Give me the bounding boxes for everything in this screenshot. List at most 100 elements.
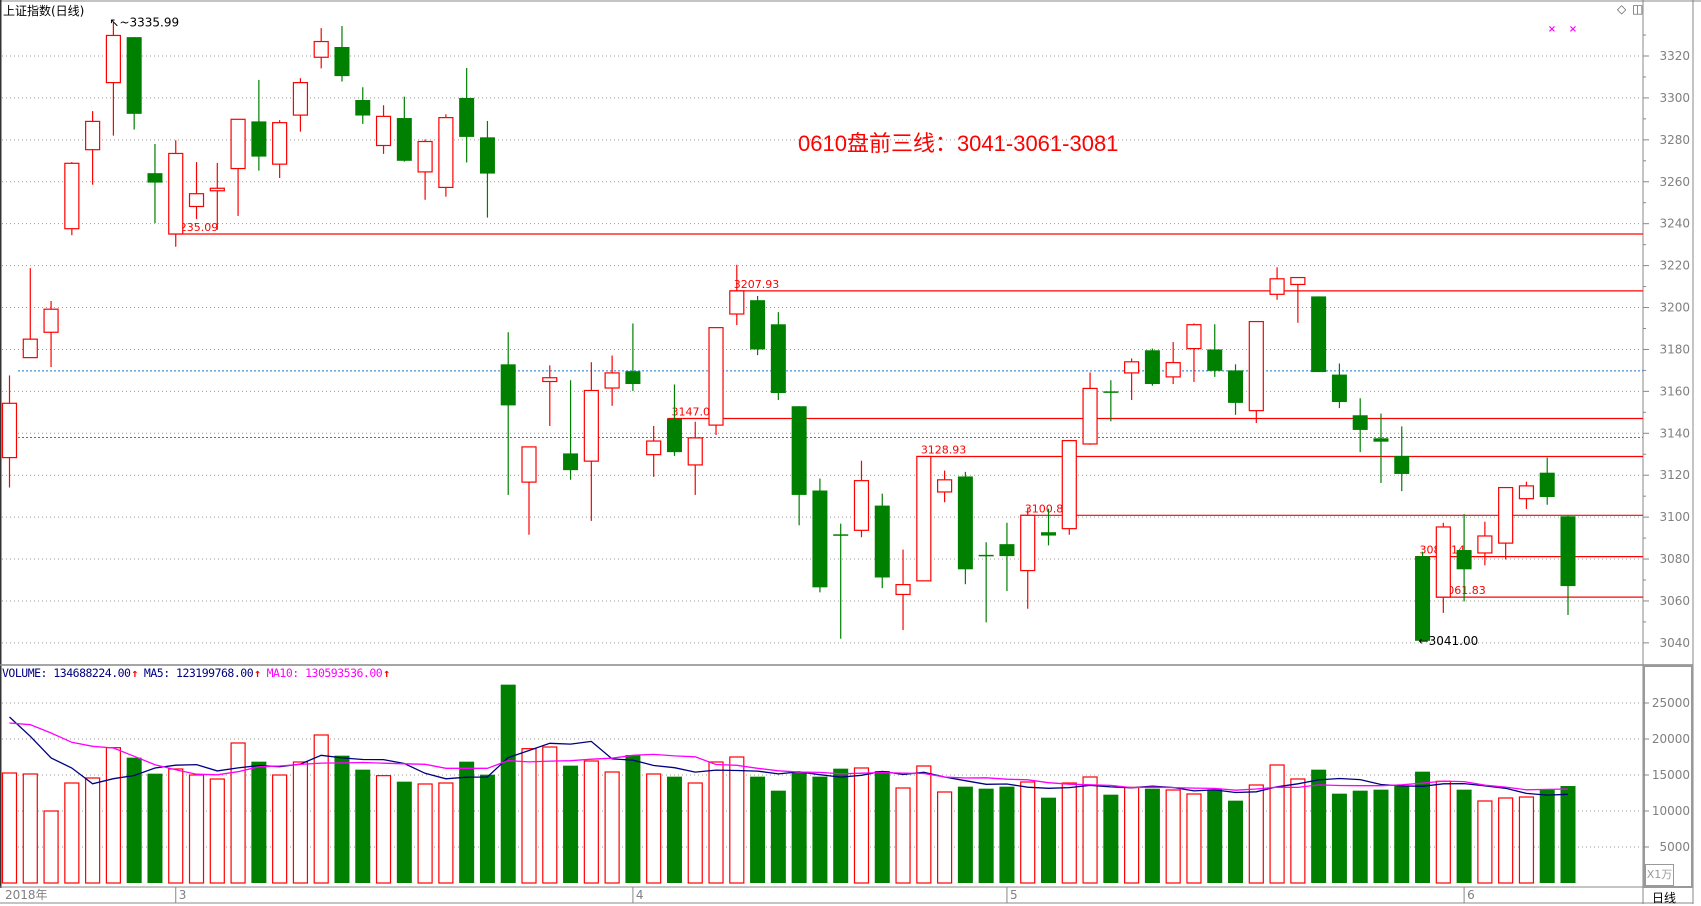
candle-body bbox=[1331, 374, 1347, 403]
candle bbox=[313, 28, 329, 69]
candle-body bbox=[147, 173, 163, 183]
candle bbox=[1560, 515, 1576, 616]
volume-bar bbox=[479, 774, 495, 883]
candle bbox=[1394, 426, 1410, 492]
volume-bar bbox=[1061, 782, 1077, 884]
candle-body bbox=[1228, 370, 1244, 403]
candle bbox=[1144, 348, 1160, 386]
candle-body bbox=[1311, 296, 1327, 373]
volume-bar bbox=[1186, 793, 1202, 884]
volume-bar bbox=[313, 734, 329, 884]
candle-body bbox=[438, 117, 454, 189]
volume-bar bbox=[812, 776, 828, 883]
volume-bar bbox=[646, 773, 662, 884]
volume-bar bbox=[874, 770, 890, 883]
volume-bar bbox=[438, 782, 454, 884]
volume-bar bbox=[542, 746, 558, 884]
volume-bar bbox=[500, 684, 516, 883]
volume-bar bbox=[1498, 797, 1514, 884]
candle bbox=[978, 542, 994, 623]
price-tick-label: 3300 bbox=[1659, 91, 1690, 105]
volume-bar bbox=[687, 782, 703, 884]
volume-bar bbox=[1082, 776, 1098, 884]
candle bbox=[209, 162, 225, 230]
magenta-x-marker: × bbox=[1569, 24, 1577, 35]
candle-body bbox=[999, 544, 1015, 557]
candle-body bbox=[1124, 361, 1140, 374]
volume-bar bbox=[978, 788, 994, 883]
diamond-icon[interactable]: ◇ bbox=[1617, 2, 1627, 16]
period-label[interactable]: 日线 bbox=[1652, 891, 1677, 905]
candle-body bbox=[1290, 276, 1306, 286]
candle-body bbox=[126, 37, 142, 114]
candle-body bbox=[521, 446, 537, 483]
volume-bar bbox=[1290, 778, 1306, 884]
candle-body bbox=[1186, 324, 1202, 350]
volume-header: VOLUME: 134688224.00↑ MA5: 123199768.00↑ M… bbox=[2, 666, 396, 680]
candle-body bbox=[1415, 556, 1431, 641]
candle bbox=[853, 460, 870, 538]
candle-body bbox=[833, 534, 849, 536]
candle-body bbox=[936, 479, 953, 493]
volume-bar bbox=[1248, 784, 1264, 884]
volume-bar bbox=[750, 776, 766, 883]
candle-body bbox=[230, 118, 246, 170]
volume-bar bbox=[292, 761, 309, 884]
candle bbox=[22, 268, 38, 359]
volume-bar bbox=[1415, 771, 1431, 883]
candle-body bbox=[750, 300, 766, 350]
candle-body bbox=[978, 554, 994, 557]
volume-bar bbox=[272, 774, 288, 884]
price-tick-label: 3140 bbox=[1659, 426, 1690, 440]
ma5-value: MA5: 123199768.00 bbox=[143, 666, 254, 680]
level-line-label: 3235.09 bbox=[173, 221, 219, 234]
candle-body bbox=[292, 82, 309, 116]
candle-body bbox=[1560, 516, 1576, 587]
candle bbox=[43, 301, 59, 368]
candle bbox=[666, 384, 682, 456]
candle bbox=[1435, 522, 1451, 613]
up-arrow-icon: ↑ bbox=[383, 666, 390, 680]
candle-body bbox=[666, 418, 682, 453]
volume-bar bbox=[168, 768, 184, 884]
volume-bar bbox=[1207, 789, 1223, 883]
candle-body bbox=[708, 327, 724, 426]
candle-body bbox=[105, 34, 122, 84]
candle bbox=[874, 493, 890, 589]
candle bbox=[1498, 486, 1514, 560]
ma10-line bbox=[9, 722, 1569, 791]
candle-body bbox=[1477, 535, 1493, 554]
candle-body bbox=[853, 480, 870, 531]
candle-body bbox=[812, 490, 828, 588]
candle bbox=[396, 96, 412, 162]
volume-bar bbox=[64, 782, 80, 884]
candle bbox=[1311, 296, 1327, 373]
volume-axis-box bbox=[1643, 665, 1693, 888]
candle bbox=[1248, 320, 1264, 424]
candle-body bbox=[1539, 472, 1555, 497]
volume-bar bbox=[105, 747, 122, 884]
price-tick-label: 3200 bbox=[1659, 301, 1690, 315]
candle-body bbox=[542, 377, 558, 383]
candle bbox=[895, 549, 911, 631]
candle bbox=[500, 332, 516, 495]
candle bbox=[64, 162, 80, 236]
volume-tick-label: 20000 bbox=[1652, 732, 1690, 746]
split-panel-icon[interactable]: ◫ bbox=[1632, 2, 1644, 16]
candle-body bbox=[625, 371, 641, 385]
volume-bar bbox=[604, 771, 620, 884]
date-axis-label: 2018年 bbox=[5, 888, 48, 902]
annotation-text: 0610盘前三线：3041-3061-3081 bbox=[798, 131, 1119, 156]
volume-bar bbox=[126, 757, 142, 883]
candle bbox=[251, 79, 267, 171]
candle-body bbox=[417, 140, 433, 173]
volume-bar bbox=[43, 810, 59, 884]
candle-body bbox=[1352, 415, 1368, 430]
volume-bar bbox=[1560, 786, 1576, 883]
volume-bar bbox=[791, 772, 807, 883]
candle bbox=[604, 355, 620, 406]
date-axis-label: 4 bbox=[636, 888, 644, 902]
candle-body bbox=[1, 402, 18, 459]
chart-title: 上证指数(日线) bbox=[3, 4, 85, 18]
